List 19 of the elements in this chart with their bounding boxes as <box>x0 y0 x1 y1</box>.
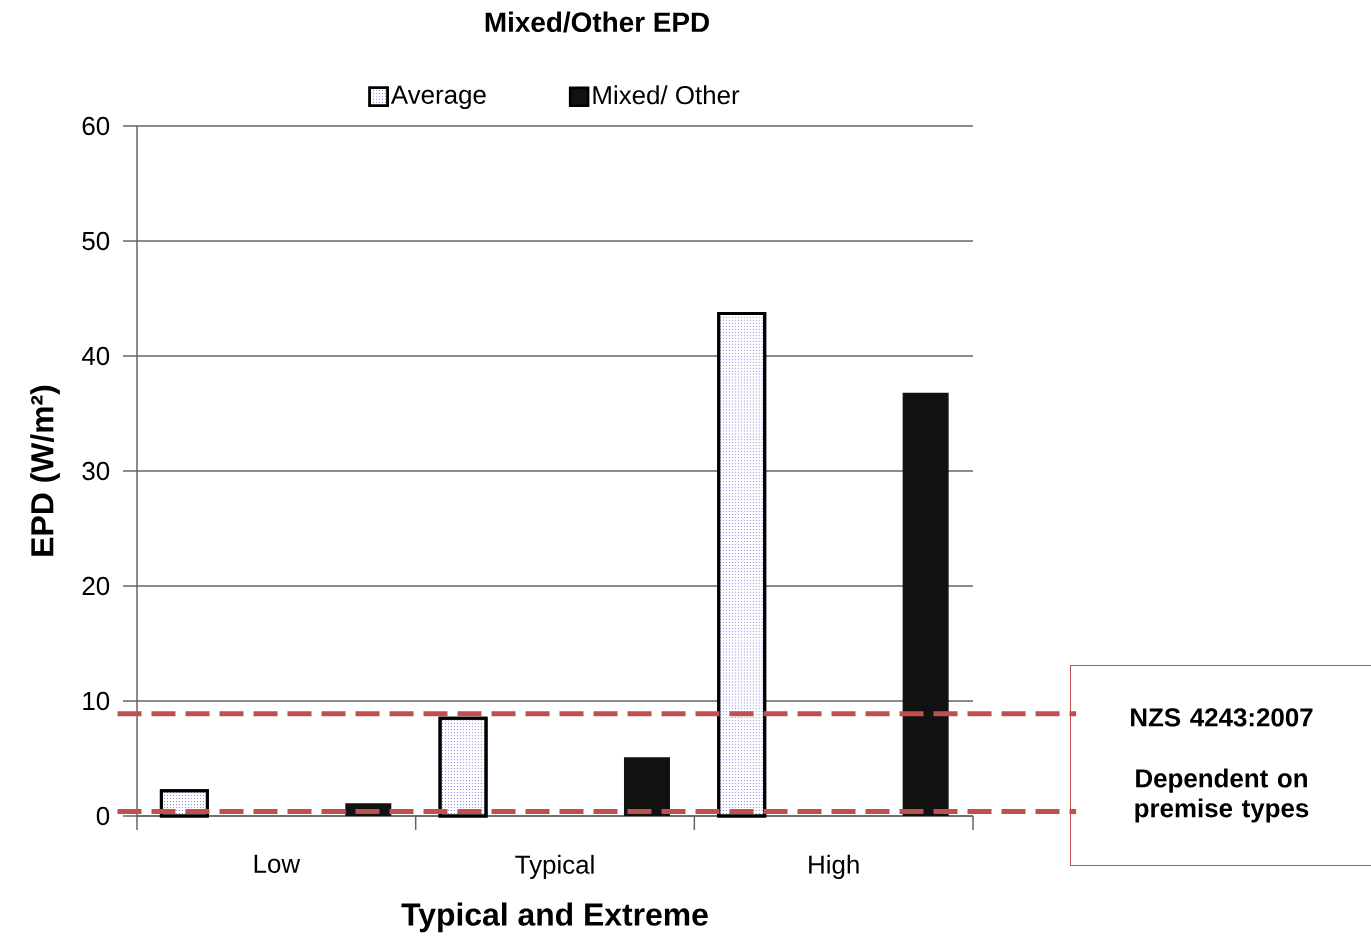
x-tick-label: Low <box>254 854 301 873</box>
y-tick-label: 40 <box>81 346 110 366</box>
legend-label: Average <box>390 85 486 110</box>
y-tick-label: 20 <box>82 576 110 596</box>
y-tick-label: 10 <box>83 691 110 711</box>
text: NZS 4243:2007 <box>1131 708 1313 727</box>
y-tick-label: 0 <box>96 806 110 826</box>
y-tick-label: 60 <box>82 116 110 136</box>
y-tick-label: 30 <box>82 461 110 481</box>
y-tick-label: 50 <box>82 231 110 251</box>
x-tick-label: Typical <box>515 854 594 879</box>
x-tick-label: High <box>809 854 859 879</box>
legend-label: Mixed/ Other <box>593 85 740 105</box>
y-axis-title: EPD (W/m²) <box>30 385 60 556</box>
chart-title: Mixed/Other EPD <box>485 11 709 33</box>
bar <box>623 757 670 816</box>
x-axis-title: Typical and Extreme <box>401 902 708 933</box>
bar <box>902 392 949 816</box>
text: Dependent on premise types <box>1135 768 1309 823</box>
